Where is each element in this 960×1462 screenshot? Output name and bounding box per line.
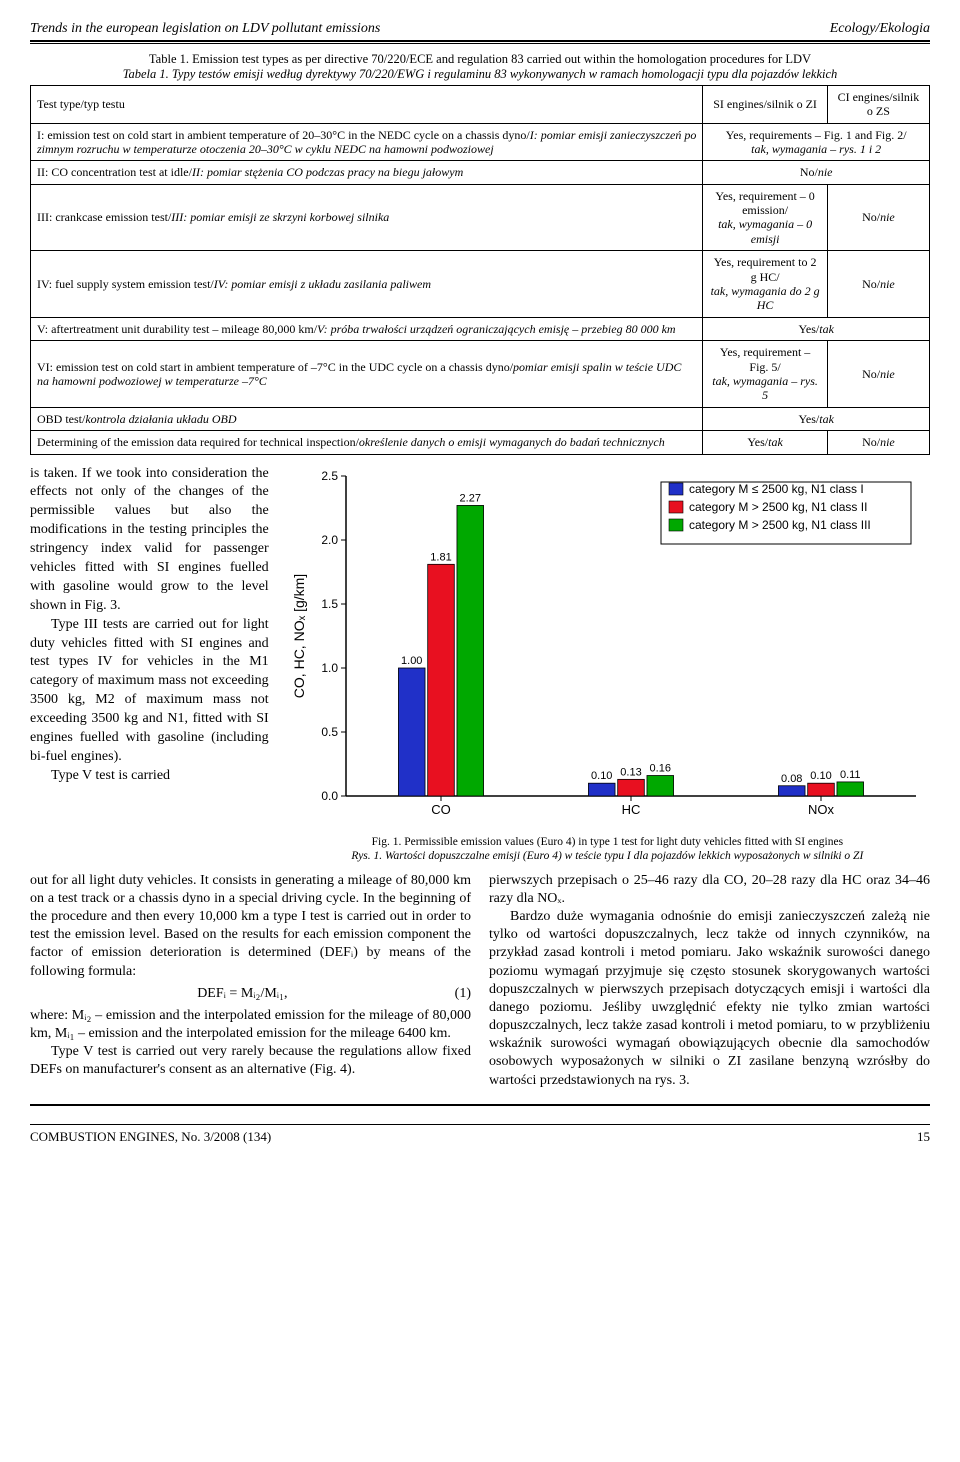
col-right: pierwszych przepisach o 25–46 razy dla C… — [489, 872, 930, 1090]
svg-text:HC: HC — [621, 802, 640, 817]
header-rule-thin — [30, 43, 930, 44]
cell-ci: No/nie — [827, 184, 929, 251]
th-c1: Test type/typ testu — [37, 97, 125, 111]
svg-text:0.13: 0.13 — [620, 766, 641, 778]
table-caption: Table 1. Emission test types as per dire… — [30, 52, 930, 83]
table-row: III: crankcase emission test/III: pomiar… — [31, 184, 930, 251]
cell-si: Yes, requirement – Fig. 5/tak, wymagania… — [703, 341, 827, 408]
emission-tests-table: Test type/typ testu SI engines/silnik o … — [30, 85, 930, 455]
fig-cap-en: Fig. 1. Permissible emission values (Eur… — [372, 836, 843, 848]
cell-value: Yes/tak — [703, 317, 930, 340]
para-l2: where: Mᵢ₂ – emission and the interpolat… — [30, 1007, 471, 1043]
formula-line: DEFᵢ = Mᵢ₂/Mᵢ₁, (1) — [30, 985, 471, 1003]
svg-text:2.27: 2.27 — [459, 492, 480, 504]
table-row: Determining of the emission data require… — [31, 431, 930, 454]
th-ci: CI engines/silnik o ZS — [827, 85, 929, 123]
svg-text:1.81: 1.81 — [430, 551, 451, 563]
svg-text:0.10: 0.10 — [591, 770, 612, 782]
header-right: Ecology/Ekologia — [830, 20, 930, 38]
svg-text:0.5: 0.5 — [321, 725, 338, 739]
svg-text:category M > 2500 kg, N1 class: category M > 2500 kg, N1 class II — [689, 500, 867, 514]
cell-type: IV: fuel supply system emission test/IV:… — [31, 251, 703, 318]
narrow-text: is taken. If we took into consideration … — [30, 465, 269, 786]
th-si: SI engines/silnik o ZI — [703, 85, 827, 123]
svg-text:0.16: 0.16 — [649, 762, 670, 774]
cell-ci: No/nie — [827, 341, 929, 408]
svg-text:1.0: 1.0 — [321, 661, 338, 675]
svg-text:0.0: 0.0 — [321, 789, 338, 803]
svg-text:0.11: 0.11 — [840, 768, 861, 780]
para-r1: pierwszych przepisach o 25–46 razy dla C… — [489, 872, 930, 908]
cell-si: Yes/tak — [703, 431, 827, 454]
fig-row: is taken. If we took into consideration … — [30, 465, 930, 864]
svg-text:0.10: 0.10 — [810, 770, 831, 782]
th-c2: SI engines/silnik o ZI — [713, 97, 817, 111]
cell-type: OBD test/kontrola działania układu OBD — [31, 407, 703, 430]
svg-text:2.5: 2.5 — [321, 469, 338, 483]
table-head-row: Test type/typ testu SI engines/silnik o … — [31, 85, 930, 123]
table-caption-en: Table 1. Emission test types as per dire… — [149, 52, 811, 66]
svg-text:1.00: 1.00 — [401, 655, 422, 667]
chart-wrap: 0.0 0.5 1.0 1.5 2.0 2.5 CO, HC, NOₓ [g/km] 1.00… — [285, 465, 930, 831]
cell-value: Yes, requirements – Fig. 1 and Fig. 2/ta… — [703, 123, 930, 161]
para-l3: Type V test is carried out very rarely b… — [30, 1043, 471, 1079]
footer-rule — [30, 1104, 930, 1106]
chart-col: 0.0 0.5 1.0 1.5 2.0 2.5 CO, HC, NOₓ [g/km] 1.00… — [285, 465, 930, 864]
formula-num: (1) — [455, 985, 471, 1003]
cell-value: Yes/tak — [703, 407, 930, 430]
svg-text:2.0: 2.0 — [321, 533, 338, 547]
svg-text:CO, HC, NOₓ [g/km]: CO, HC, NOₓ [g/km] — [291, 573, 307, 697]
cell-si: Yes, requirement to 2 g HC/tak, wymagani… — [703, 251, 827, 318]
cell-type: I: emission test on cold start in ambien… — [31, 123, 703, 161]
th-test-type: Test type/typ testu — [31, 85, 703, 123]
cell-value: No/nie — [703, 161, 930, 184]
table-caption-pl: Tabela 1. Typy testów emisji według dyre… — [123, 67, 838, 81]
svg-text:1.5: 1.5 — [321, 597, 338, 611]
table-row: OBD test/kontrola działania układu OBDYe… — [31, 407, 930, 430]
cell-type: III: crankcase emission test/III: pomiar… — [31, 184, 703, 251]
cell-ci: No/nie — [827, 251, 929, 318]
narrow-text-col: is taken. If we took into consideration … — [30, 465, 269, 864]
formula: DEFᵢ = Mᵢ₂/Mᵢ₁, — [88, 985, 397, 1003]
cell-type: Determining of the emission data require… — [31, 431, 703, 454]
footer-left: COMBUSTION ENGINES, No. 3/2008 (134) — [30, 1129, 271, 1145]
fig-cap-pl: Rys. 1. Wartości dopuszczalne emisji (Eu… — [351, 850, 863, 862]
table-row: VI: emission test on cold start in ambie… — [31, 341, 930, 408]
svg-text:0.08: 0.08 — [781, 772, 802, 784]
bar-chart: 0.0 0.5 1.0 1.5 2.0 2.5 CO, HC, NOₓ [g/km] 1.00… — [286, 466, 926, 826]
table-row: IV: fuel supply system emission test/IV:… — [31, 251, 930, 318]
header-rule-thick — [30, 40, 930, 42]
svg-text:NOx: NOx — [808, 802, 835, 817]
cell-type: V: aftertreatment unit durability test –… — [31, 317, 703, 340]
cell-type: II: CO concentration test at idle/II: po… — [31, 161, 703, 184]
cell-ci: No/nie — [827, 431, 929, 454]
svg-text:category M > 2500 kg, N1 class: category M > 2500 kg, N1 class III — [689, 518, 871, 532]
para-l1: out for all light duty vehicles. It cons… — [30, 872, 471, 981]
footer-right: 15 — [917, 1129, 930, 1145]
lower-columns: out for all light duty vehicles. It cons… — [30, 872, 930, 1090]
para-r2: Bardzo duże wymagania odnośnie do emisji… — [489, 908, 930, 1090]
svg-text:category M ≤ 2500 kg, N1 class: category M ≤ 2500 kg, N1 class I — [689, 482, 864, 496]
th-c3: CI engines/silnik o ZS — [838, 90, 920, 118]
fig-caption: Fig. 1. Permissible emission values (Eur… — [285, 835, 930, 864]
running-header: Trends in the european legislation on LD… — [30, 20, 930, 38]
cell-type: VI: emission test on cold start in ambie… — [31, 341, 703, 408]
svg-text:CO: CO — [431, 802, 451, 817]
footer: COMBUSTION ENGINES, No. 3/2008 (134) 15 — [30, 1124, 930, 1145]
header-left: Trends in the european legislation on LD… — [30, 20, 380, 38]
table-row: II: CO concentration test at idle/II: po… — [31, 161, 930, 184]
table-row: I: emission test on cold start in ambien… — [31, 123, 930, 161]
table-row: V: aftertreatment unit durability test –… — [31, 317, 930, 340]
col-left: out for all light duty vehicles. It cons… — [30, 872, 471, 1090]
cell-si: Yes, requirement – 0 emission/tak, wymag… — [703, 184, 827, 251]
